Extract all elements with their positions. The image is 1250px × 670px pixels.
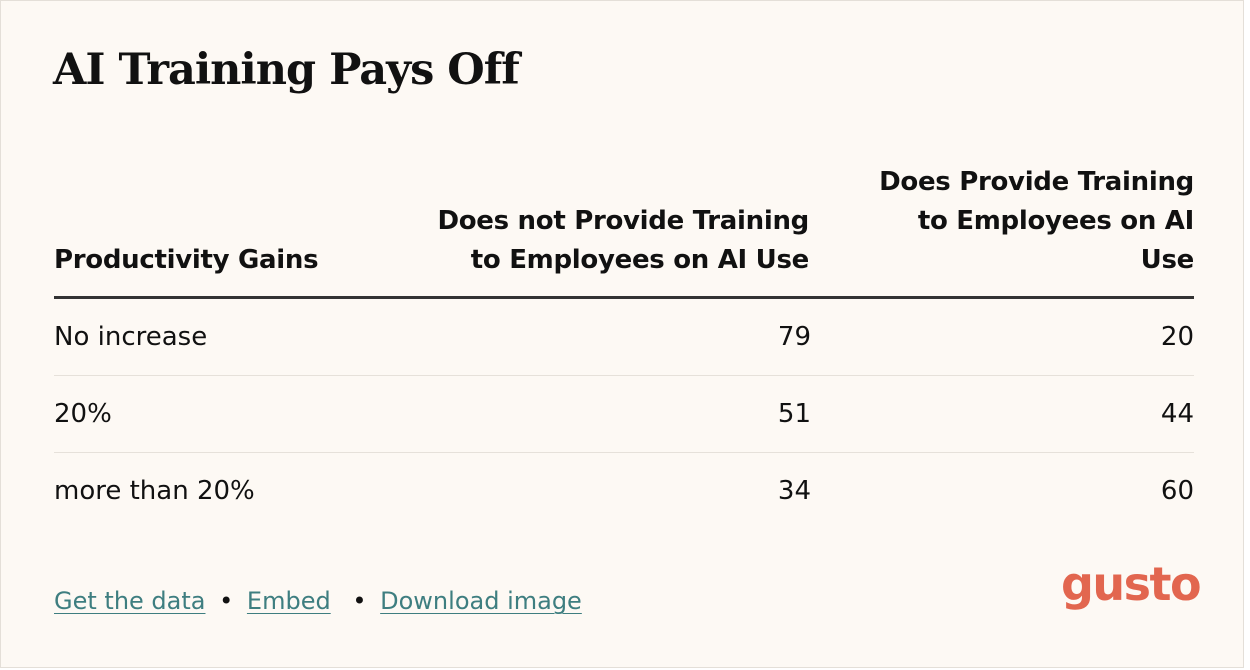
row-label: 20% [54, 375, 404, 453]
column-header-no-training: Does not Provide Training to Employees o… [404, 163, 811, 299]
cell-value-no-training: 51 [404, 375, 811, 453]
footer-links: Get the data • Embed • Download image [54, 587, 582, 615]
get-the-data-link[interactable]: Get the data [54, 587, 206, 615]
footer-separator: • [219, 587, 234, 615]
cell-value-training: 44 [811, 375, 1194, 453]
data-table: Productivity Gains Does not Provide Trai… [54, 163, 1194, 529]
table-row: No increase 79 20 [54, 297, 1194, 376]
download-image-link[interactable]: Download image [380, 587, 582, 615]
footer-separator: • [352, 587, 367, 615]
column-header-productivity-gains: Productivity Gains [54, 163, 404, 299]
gusto-logo: gusto [1061, 557, 1202, 611]
cell-value-training: 20 [811, 297, 1194, 376]
table-row: more than 20% 34 60 [54, 453, 1194, 530]
table-row: 20% 51 44 [54, 375, 1194, 453]
row-label: more than 20% [54, 476, 255, 506]
table-header-row: Productivity Gains Does not Provide Trai… [54, 163, 1194, 299]
embed-link[interactable]: Embed [246, 587, 331, 615]
cell-value-no-training: 79 [404, 297, 811, 376]
chart-title: AI Training Pays Off [53, 45, 520, 95]
cell-value-training: 60 [1160, 476, 1194, 506]
row-label: No increase [54, 297, 404, 376]
column-header-training: Does Provide Training to Employees on AI… [811, 163, 1194, 299]
cell-value-no-training: 34 [777, 476, 811, 506]
